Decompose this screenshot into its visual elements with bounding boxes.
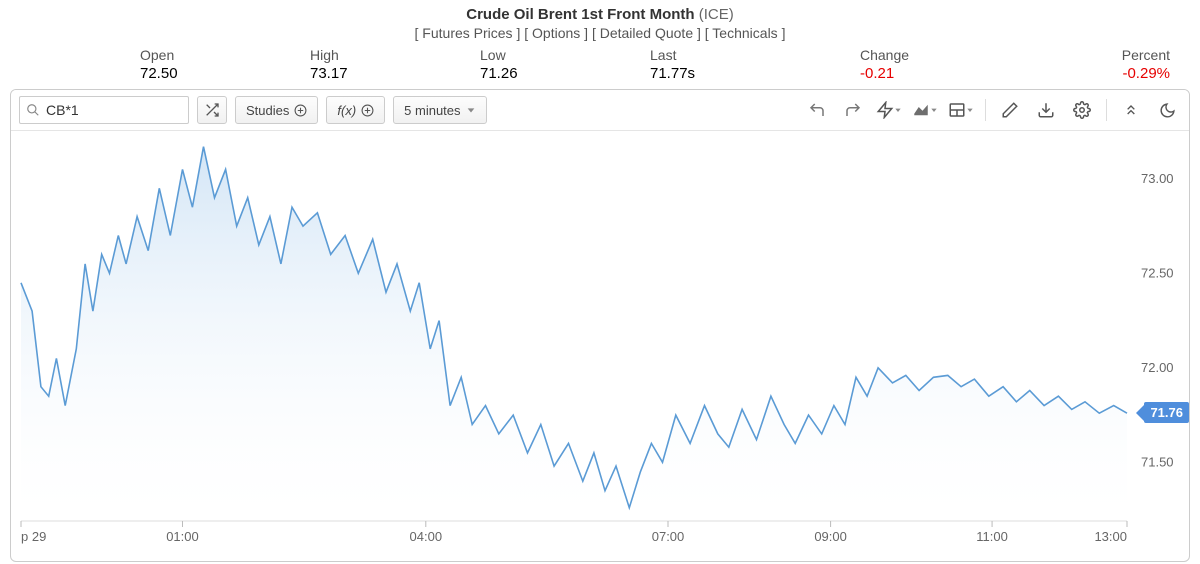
stat-open: Open 72.50: [140, 47, 178, 82]
redo-icon: [844, 101, 862, 119]
layout-button[interactable]: [947, 96, 975, 124]
collapse-button[interactable]: [1117, 96, 1145, 124]
gear-icon: [1073, 101, 1091, 119]
symbol-input[interactable]: [46, 102, 182, 118]
double-chevron-up-icon: [1123, 102, 1139, 118]
stat-value: 73.17: [310, 65, 348, 82]
toolbar-separator: [1106, 99, 1107, 121]
svg-text:p 29: p 29: [21, 529, 46, 544]
redo-button[interactable]: [839, 96, 867, 124]
stat-label: High: [310, 47, 348, 63]
stat-value: 71.26: [480, 65, 518, 82]
download-button[interactable]: [1032, 96, 1060, 124]
settings-button[interactable]: [1068, 96, 1096, 124]
bolt-icon: [876, 101, 894, 119]
stat-low: Low 71.26: [480, 47, 518, 82]
stat-percent: Percent -0.29%: [1122, 47, 1170, 82]
stat-label: Last: [650, 47, 695, 63]
svg-text:73.00: 73.00: [1141, 171, 1174, 186]
moon-icon: [1159, 102, 1176, 119]
chart-area[interactable]: 71.50 72.00 72.50 73.00 p 29 01:00 04:00 07:00 0…: [11, 131, 1189, 561]
exchange-code: (ICE): [699, 6, 734, 23]
caret-down-icon: [930, 106, 938, 114]
tab-bar: [ Futures Prices ] [ Options ] [ Detaile…: [0, 25, 1200, 41]
symbol-search[interactable]: [19, 96, 189, 124]
stat-value: -0.21: [860, 65, 909, 82]
events-button[interactable]: [875, 96, 903, 124]
studies-button[interactable]: Studies: [235, 96, 318, 124]
current-price-flag: 71.76: [1144, 402, 1189, 423]
tab-options[interactable]: [ Options ]: [524, 25, 588, 41]
undo-icon: [808, 101, 826, 119]
stat-label: Open: [140, 47, 178, 63]
undo-button[interactable]: [803, 96, 831, 124]
instrument-name: Crude Oil Brent 1st Front Month: [466, 6, 694, 23]
svg-text:72.00: 72.00: [1141, 360, 1174, 375]
layout-icon: [948, 101, 966, 119]
search-icon: [26, 103, 40, 117]
shuffle-icon: [204, 102, 220, 118]
compare-button[interactable]: [197, 96, 227, 124]
stat-value: 71.77s: [650, 65, 695, 82]
chart-title: Crude Oil Brent 1st Front Month (ICE): [0, 6, 1200, 23]
svg-text:71.50: 71.50: [1141, 454, 1174, 469]
chart-toolbar: Studies f(x) 5 minutes: [11, 90, 1189, 131]
chart-panel: Studies f(x) 5 minutes: [10, 89, 1190, 562]
stat-last: Last 71.77s: [650, 47, 695, 82]
svg-text:01:00: 01:00: [166, 529, 199, 544]
fx-button[interactable]: f(x): [326, 96, 385, 124]
price-chart: 71.50 72.00 72.50 73.00 p 29 01:00 04:00 07:00 0…: [11, 131, 1189, 561]
caret-down-icon: [966, 106, 974, 114]
stat-label: Change: [860, 47, 909, 63]
area-chart-icon: [912, 101, 930, 119]
chart-header: Crude Oil Brent 1st Front Month (ICE) [ …: [0, 0, 1200, 43]
caret-down-icon: [894, 106, 902, 114]
download-icon: [1037, 101, 1055, 119]
svg-text:04:00: 04:00: [410, 529, 443, 544]
caret-down-icon: [466, 105, 476, 115]
interval-dropdown[interactable]: 5 minutes: [393, 96, 486, 124]
stat-label: Low: [480, 47, 518, 63]
stat-label: Percent: [1122, 47, 1170, 63]
toolbar-separator: [985, 99, 986, 121]
stats-row: Open 72.50 High 73.17 Low 71.26 Last 71.77s Chan…: [0, 43, 1200, 89]
stat-change: Change -0.21: [860, 47, 909, 82]
plus-icon: [361, 104, 374, 117]
tab-futures-prices[interactable]: [ Futures Prices ]: [415, 25, 521, 41]
interval-label: 5 minutes: [404, 103, 460, 118]
stat-high: High 73.17: [310, 47, 348, 82]
tab-technicals[interactable]: [ Technicals ]: [705, 25, 786, 41]
plus-icon: [294, 104, 307, 117]
svg-text:07:00: 07:00: [652, 529, 685, 544]
studies-label: Studies: [246, 103, 289, 118]
stat-value: 72.50: [140, 65, 178, 82]
svg-text:72.50: 72.50: [1141, 265, 1174, 280]
svg-text:11:00: 11:00: [976, 529, 1008, 544]
pencil-icon: [1001, 101, 1019, 119]
stat-value: -0.29%: [1122, 65, 1170, 82]
charttype-button[interactable]: [911, 96, 939, 124]
svg-text:09:00: 09:00: [814, 529, 847, 544]
theme-button[interactable]: [1153, 96, 1181, 124]
draw-button[interactable]: [996, 96, 1024, 124]
tab-detailed-quote[interactable]: [ Detailed Quote ]: [592, 25, 701, 41]
svg-text:13:00: 13:00: [1094, 529, 1127, 544]
fx-label: f(x): [337, 103, 356, 118]
